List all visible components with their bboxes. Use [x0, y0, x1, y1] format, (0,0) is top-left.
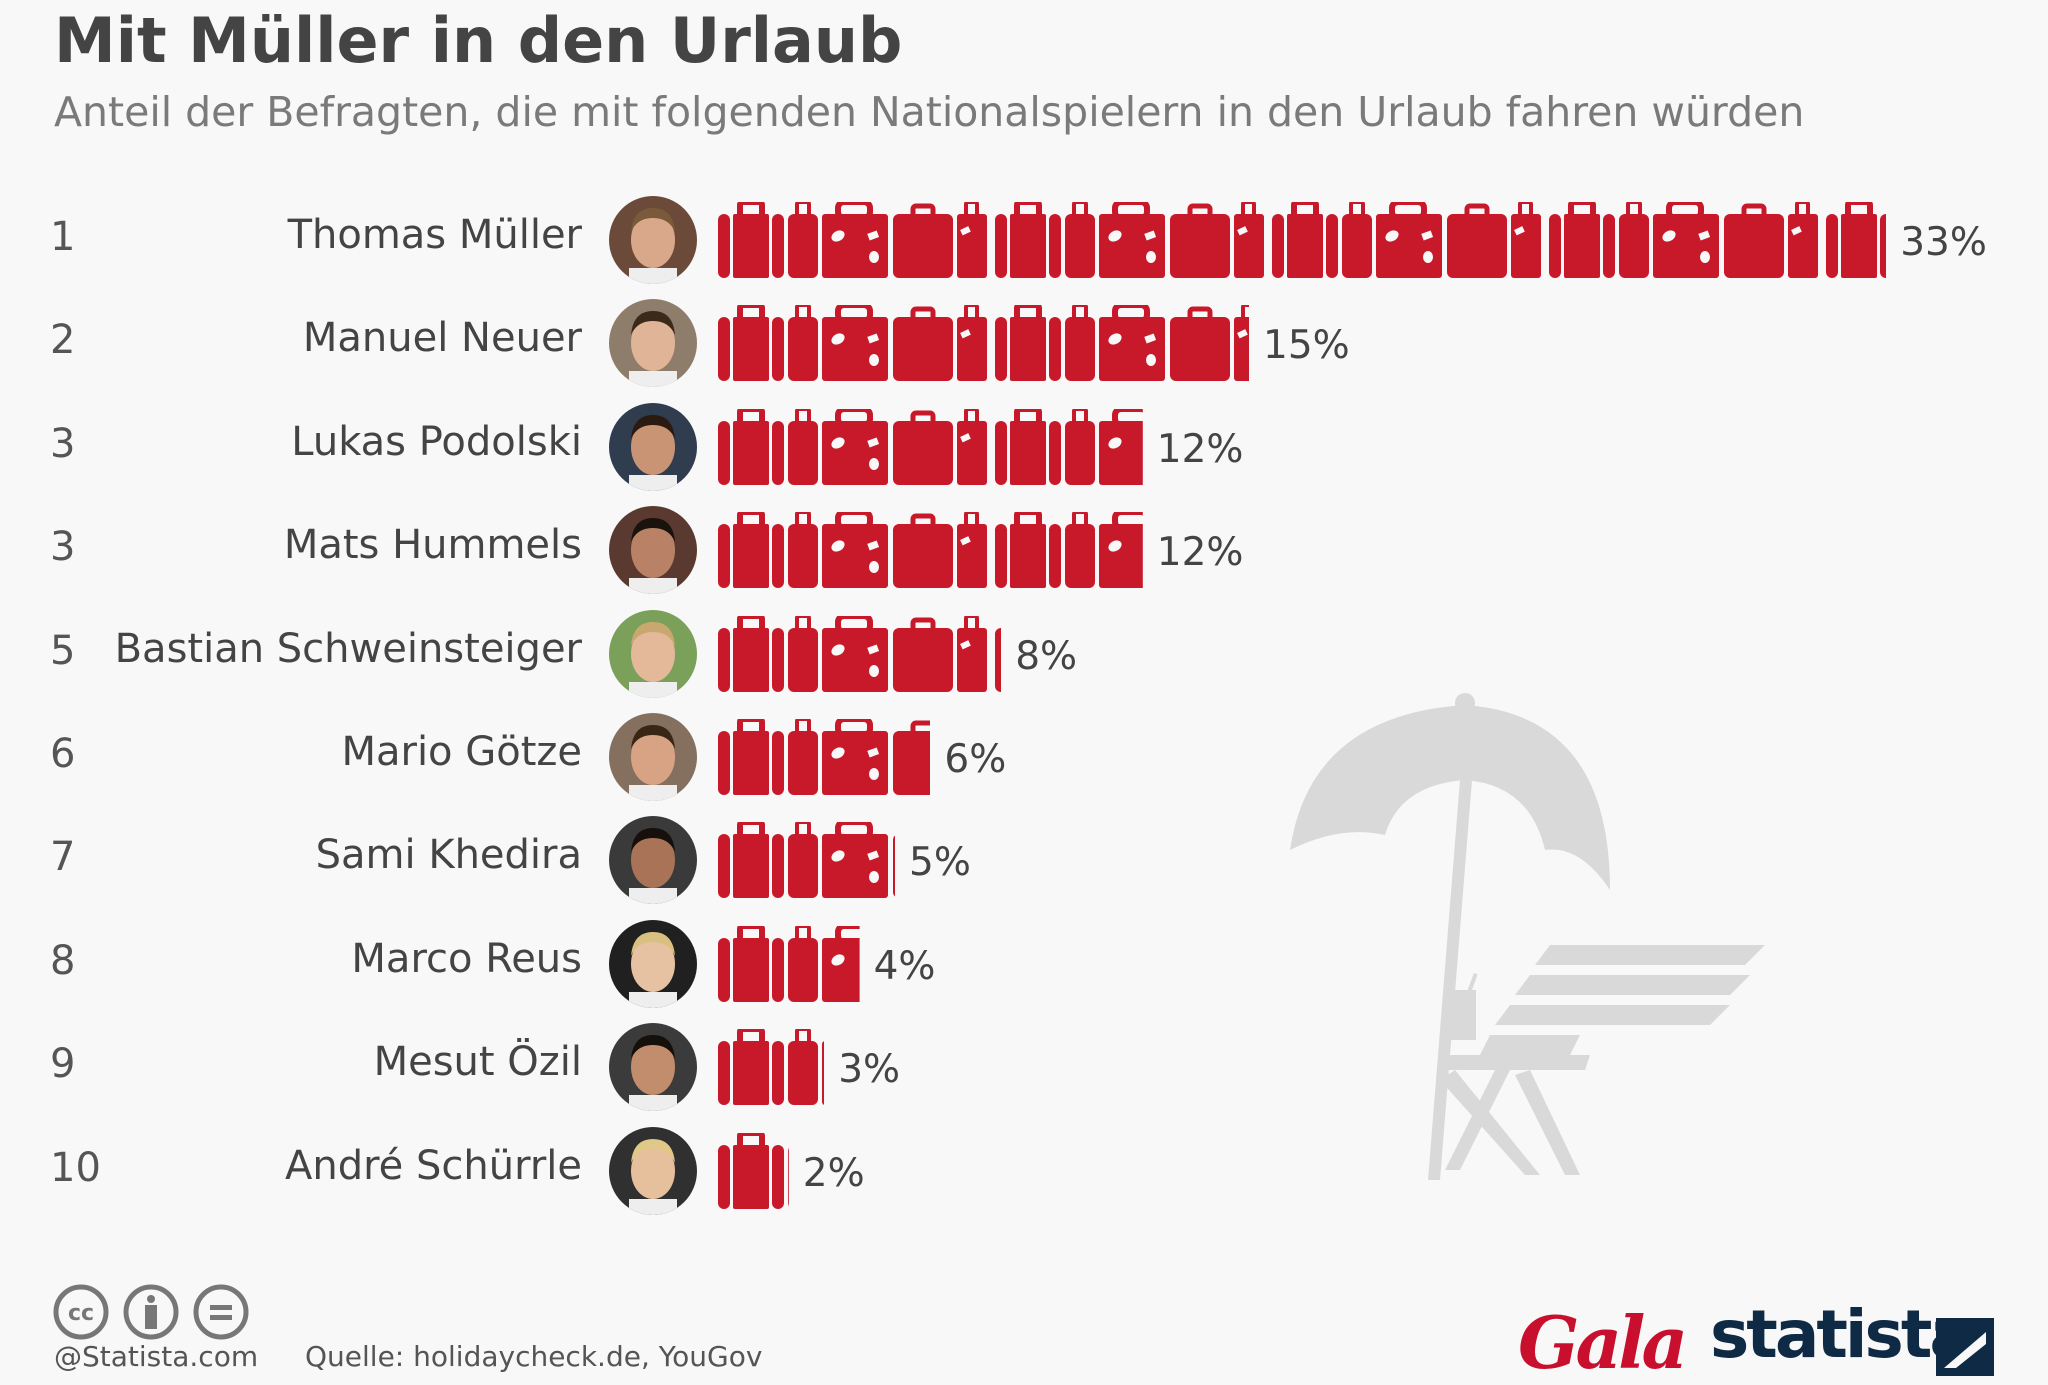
chart-row: 10 André Schürrle 2%	[0, 1121, 2048, 1221]
player-name-label: Mario Götze	[341, 729, 582, 775]
bar-suitcases	[718, 719, 931, 797]
bar-mark	[718, 408, 1143, 487]
chart-subtitle: Anteil der Befragten, die mit folgenden …	[54, 88, 1805, 136]
rank-label: 7	[50, 834, 76, 881]
value-label: 6%	[944, 737, 1007, 782]
bar-suitcases	[718, 615, 1002, 694]
chart-row: 3 Lukas Podolski 12%	[0, 397, 2048, 497]
player-avatar	[609, 506, 697, 595]
bar-mark	[718, 305, 1249, 384]
bar-mark	[718, 615, 1002, 694]
player-avatar	[609, 1023, 697, 1112]
rank-label: 2	[50, 317, 76, 364]
bar-suitcases	[718, 822, 895, 901]
bar-mark	[718, 512, 1143, 591]
rank-label: 8	[50, 937, 76, 984]
player-name-label: Manuel Neuer	[302, 315, 582, 362]
chart-row: 7 Sami Khedira 5%	[0, 810, 2048, 910]
bar-mark	[718, 1132, 789, 1211]
credit-text: @Statista.com	[54, 1340, 259, 1373]
gala-logo: Gala	[1518, 1300, 1688, 1385]
svg-text:cc: cc	[68, 1301, 94, 1326]
value-label: 2%	[802, 1150, 865, 1196]
bar-mark	[718, 202, 1887, 280]
by-icon	[123, 1284, 179, 1340]
value-label: 3%	[838, 1047, 901, 1093]
player-name-label: Mesut Özil	[373, 1039, 582, 1086]
value-label: 33%	[1900, 220, 1987, 265]
chart-row: 6 Mario Götze 6%	[0, 707, 2048, 807]
bar-mark	[718, 925, 860, 1004]
statista-logo-mark-icon	[1936, 1318, 1994, 1376]
rank-label: 10	[50, 1144, 101, 1191]
bar-suitcases	[718, 1029, 825, 1108]
chart-row: 3 Mats Hummels 12%	[0, 500, 2048, 600]
beach-umbrella-chair-icon	[1290, 693, 1765, 1180]
player-name-label: Lukas Podolski	[291, 418, 582, 465]
chart-row: 9 Mesut Özil 3%	[0, 1017, 2048, 1117]
rank-label: 3	[50, 524, 76, 571]
rank-label: 1	[50, 214, 76, 260]
player-avatar	[609, 816, 697, 905]
value-label: 12%	[1156, 530, 1244, 576]
bar-mark	[718, 719, 931, 797]
value-label: 4%	[873, 943, 936, 989]
rank-label: 3	[50, 420, 76, 467]
bar-mark	[718, 822, 895, 901]
bar-suitcases	[718, 512, 1143, 591]
player-avatar	[609, 919, 697, 1008]
player-avatar	[609, 609, 697, 698]
bar-suitcases	[718, 202, 1887, 280]
chart-row: 8 Marco Reus 4%	[0, 914, 2048, 1014]
bar-suitcases	[718, 305, 1249, 384]
value-label: 15%	[1263, 323, 1350, 369]
player-avatar	[609, 1126, 697, 1215]
player-avatar	[609, 713, 697, 801]
rank-label: 9	[50, 1041, 76, 1088]
player-avatar	[609, 402, 697, 491]
statista-logo: statista	[1710, 1296, 1974, 1373]
source-text: Quelle: holidaycheck.de, YouGov	[305, 1340, 763, 1373]
player-name-label: Mats Hummels	[283, 522, 582, 569]
chart-row: 1 Thomas Müller 33%	[0, 190, 2048, 290]
nd-icon	[193, 1284, 249, 1340]
bar-suitcases	[718, 925, 860, 1004]
bar-suitcases	[718, 1132, 789, 1211]
chart-row: 5 Bastian Schweinsteiger 8%	[0, 604, 2048, 704]
player-avatar	[609, 299, 697, 388]
player-avatar	[609, 196, 697, 284]
player-name-label: Marco Reus	[351, 935, 582, 982]
player-name-label: André Schürrle	[285, 1142, 582, 1189]
value-label: 8%	[1015, 633, 1078, 679]
value-label: 5%	[909, 840, 971, 886]
player-name-label: Thomas Müller	[287, 212, 582, 258]
rank-label: 6	[50, 731, 76, 777]
bar-suitcases	[718, 408, 1143, 487]
bar-mark	[718, 1029, 825, 1108]
player-name-label: Bastian Schweinsteiger	[114, 625, 582, 672]
chart-row: 2 Manuel Neuer 15%	[0, 293, 2048, 393]
cc-icon: cc	[53, 1284, 109, 1340]
player-name-label: Sami Khedira	[315, 832, 582, 879]
rank-label: 5	[50, 627, 76, 674]
chart-title: Mit Müller in den Urlaub	[54, 4, 903, 77]
value-label: 12%	[1156, 426, 1244, 472]
